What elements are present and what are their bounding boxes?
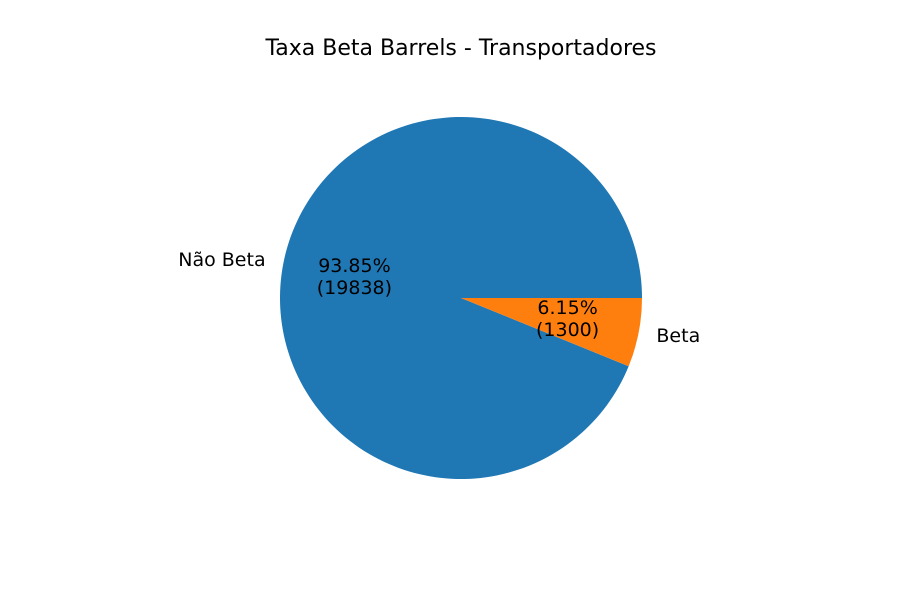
slice-percent-label: 6.15% <box>537 297 597 319</box>
pie-slice-0 <box>280 116 642 479</box>
slice-count-label: (1300) <box>536 319 599 341</box>
slice-category-label: Não Beta <box>178 249 265 271</box>
slice-count-label: (19838) <box>317 277 392 299</box>
chart-title: Taxa Beta Barrels - Transportadores <box>265 36 657 61</box>
pie-labels: Não Beta 93.85%(19838) Beta 6.15%(1300) <box>178 249 700 347</box>
slice-category-label: Beta <box>656 325 700 347</box>
slice-percent-label: 93.85% <box>318 255 390 277</box>
pie-slices <box>280 116 642 479</box>
pie-slice-1 <box>461 298 642 367</box>
